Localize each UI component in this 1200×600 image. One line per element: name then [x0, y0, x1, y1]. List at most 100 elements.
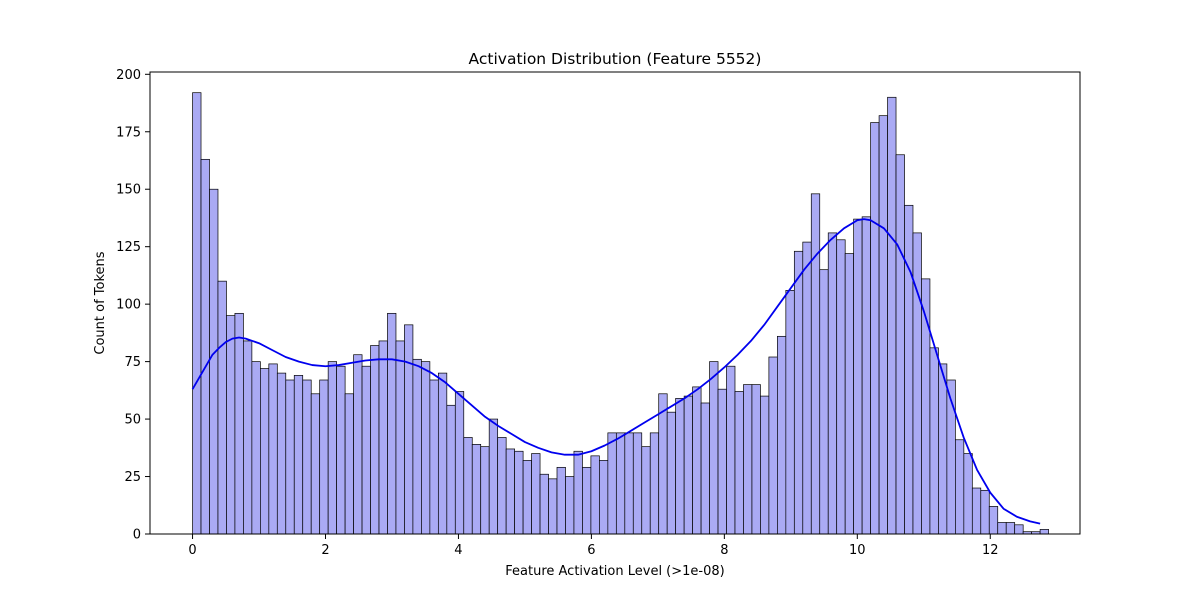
histogram-bar — [853, 218, 863, 535]
histogram-bar — [276, 372, 287, 535]
histogram-bar — [810, 193, 821, 535]
histogram-bar — [226, 315, 236, 535]
histogram-bar — [751, 384, 761, 535]
x-tick-label: 4 — [454, 543, 462, 558]
histogram-bar — [785, 290, 795, 535]
histogram-bar — [743, 384, 753, 535]
histogram-bar — [412, 358, 422, 535]
histogram-bar — [658, 393, 668, 535]
histogram-bar — [302, 379, 312, 535]
histogram-bar — [505, 448, 515, 535]
histogram-bar — [319, 379, 329, 535]
histogram-bar — [666, 411, 677, 535]
histogram-bar — [641, 446, 651, 535]
histogram-bar — [370, 345, 380, 535]
histogram-bar — [997, 522, 1007, 535]
y-tick-label: 150 — [116, 183, 141, 198]
histogram-bar — [192, 92, 202, 535]
histogram-bar — [971, 487, 982, 535]
histogram-bar — [599, 460, 609, 535]
histogram-bar — [878, 115, 888, 535]
x-axis-label: Feature Activation Level (>1e-08) — [505, 564, 724, 579]
histogram-bar — [310, 393, 321, 535]
y-axis-ticks: 0 25 50 75 100 125 150 175 200 — [116, 68, 150, 543]
histogram-bar — [1014, 524, 1024, 535]
histogram-bar — [836, 239, 846, 535]
histogram-bar — [649, 432, 660, 535]
y-tick-label: 200 — [116, 68, 141, 83]
histogram-bar — [938, 363, 948, 535]
x-axis-ticks: 0 2 4 6 8 10 12 — [188, 534, 999, 558]
histogram-bar — [522, 460, 532, 535]
histogram-bar — [726, 365, 736, 535]
histogram-bar — [895, 154, 905, 535]
histogram-bar — [429, 379, 439, 535]
histogram-bar — [336, 365, 346, 535]
histogram-bar — [692, 386, 702, 535]
histogram-bar — [353, 354, 363, 535]
histogram-bar — [454, 391, 465, 535]
x-tick-label: 6 — [587, 543, 595, 558]
histogram-bar — [437, 372, 448, 535]
histogram-bar — [683, 395, 693, 535]
histogram-bar — [531, 453, 541, 535]
histogram-bar — [870, 122, 880, 535]
histogram-bar — [700, 402, 710, 535]
histogram-bar — [251, 361, 261, 535]
histogram-bar — [217, 280, 227, 535]
histogram-bar — [361, 365, 371, 535]
histogram-bar — [344, 393, 354, 535]
y-axis-label: Count of Tokens — [93, 251, 108, 354]
histogram-bar — [234, 312, 244, 535]
histogram-bar — [777, 335, 787, 535]
x-tick-label: 8 — [720, 543, 728, 558]
histogram-bar — [573, 450, 583, 535]
histogram-bar — [955, 439, 965, 535]
histogram-bar — [209, 188, 219, 535]
histogram-bar — [471, 444, 482, 535]
histogram-bar — [768, 356, 778, 535]
y-tick-label: 175 — [116, 125, 141, 140]
histogram-bar — [548, 478, 558, 535]
histogram-bar — [607, 432, 617, 535]
histogram-bar — [632, 432, 643, 535]
histogram-bar — [904, 204, 914, 535]
histogram-bar — [285, 379, 295, 535]
histogram-bar — [717, 388, 727, 535]
histogram-bar — [734, 391, 744, 535]
y-tick-label: 50 — [124, 413, 141, 428]
y-tick-label: 0 — [133, 528, 141, 543]
histogram-bar — [963, 453, 973, 535]
histogram-bar — [488, 418, 499, 535]
histogram-bar — [887, 96, 897, 535]
histogram-bar — [861, 216, 871, 535]
histogram-bar — [615, 432, 626, 535]
histogram-bar — [582, 466, 592, 535]
histogram-bar — [1005, 522, 1016, 535]
histogram-bar — [844, 253, 854, 535]
x-tick-label: 2 — [321, 543, 329, 558]
histogram-bar — [463, 437, 473, 535]
histogram-bar — [802, 241, 812, 535]
histogram-bar — [793, 250, 804, 535]
histogram-bar — [514, 450, 524, 535]
histogram-bar — [387, 312, 397, 535]
histogram-bar — [760, 395, 770, 535]
histogram-bar — [556, 466, 566, 535]
histogram-bar — [539, 473, 549, 535]
x-tick-label: 10 — [849, 543, 866, 558]
y-tick-label: 25 — [124, 470, 141, 485]
histogram-bar — [327, 361, 337, 535]
histogram-bar — [404, 324, 414, 535]
histogram-bar — [675, 398, 685, 535]
histogram-bar — [1039, 529, 1049, 535]
histogram-bar — [243, 340, 253, 535]
histogram-bar — [293, 375, 304, 535]
histogram-bar — [497, 437, 507, 535]
histogram-bar — [827, 232, 838, 535]
histogram-bar — [709, 361, 719, 535]
histogram-bar — [421, 361, 431, 535]
histogram-bar — [378, 340, 388, 535]
histogram-bar — [268, 363, 278, 535]
